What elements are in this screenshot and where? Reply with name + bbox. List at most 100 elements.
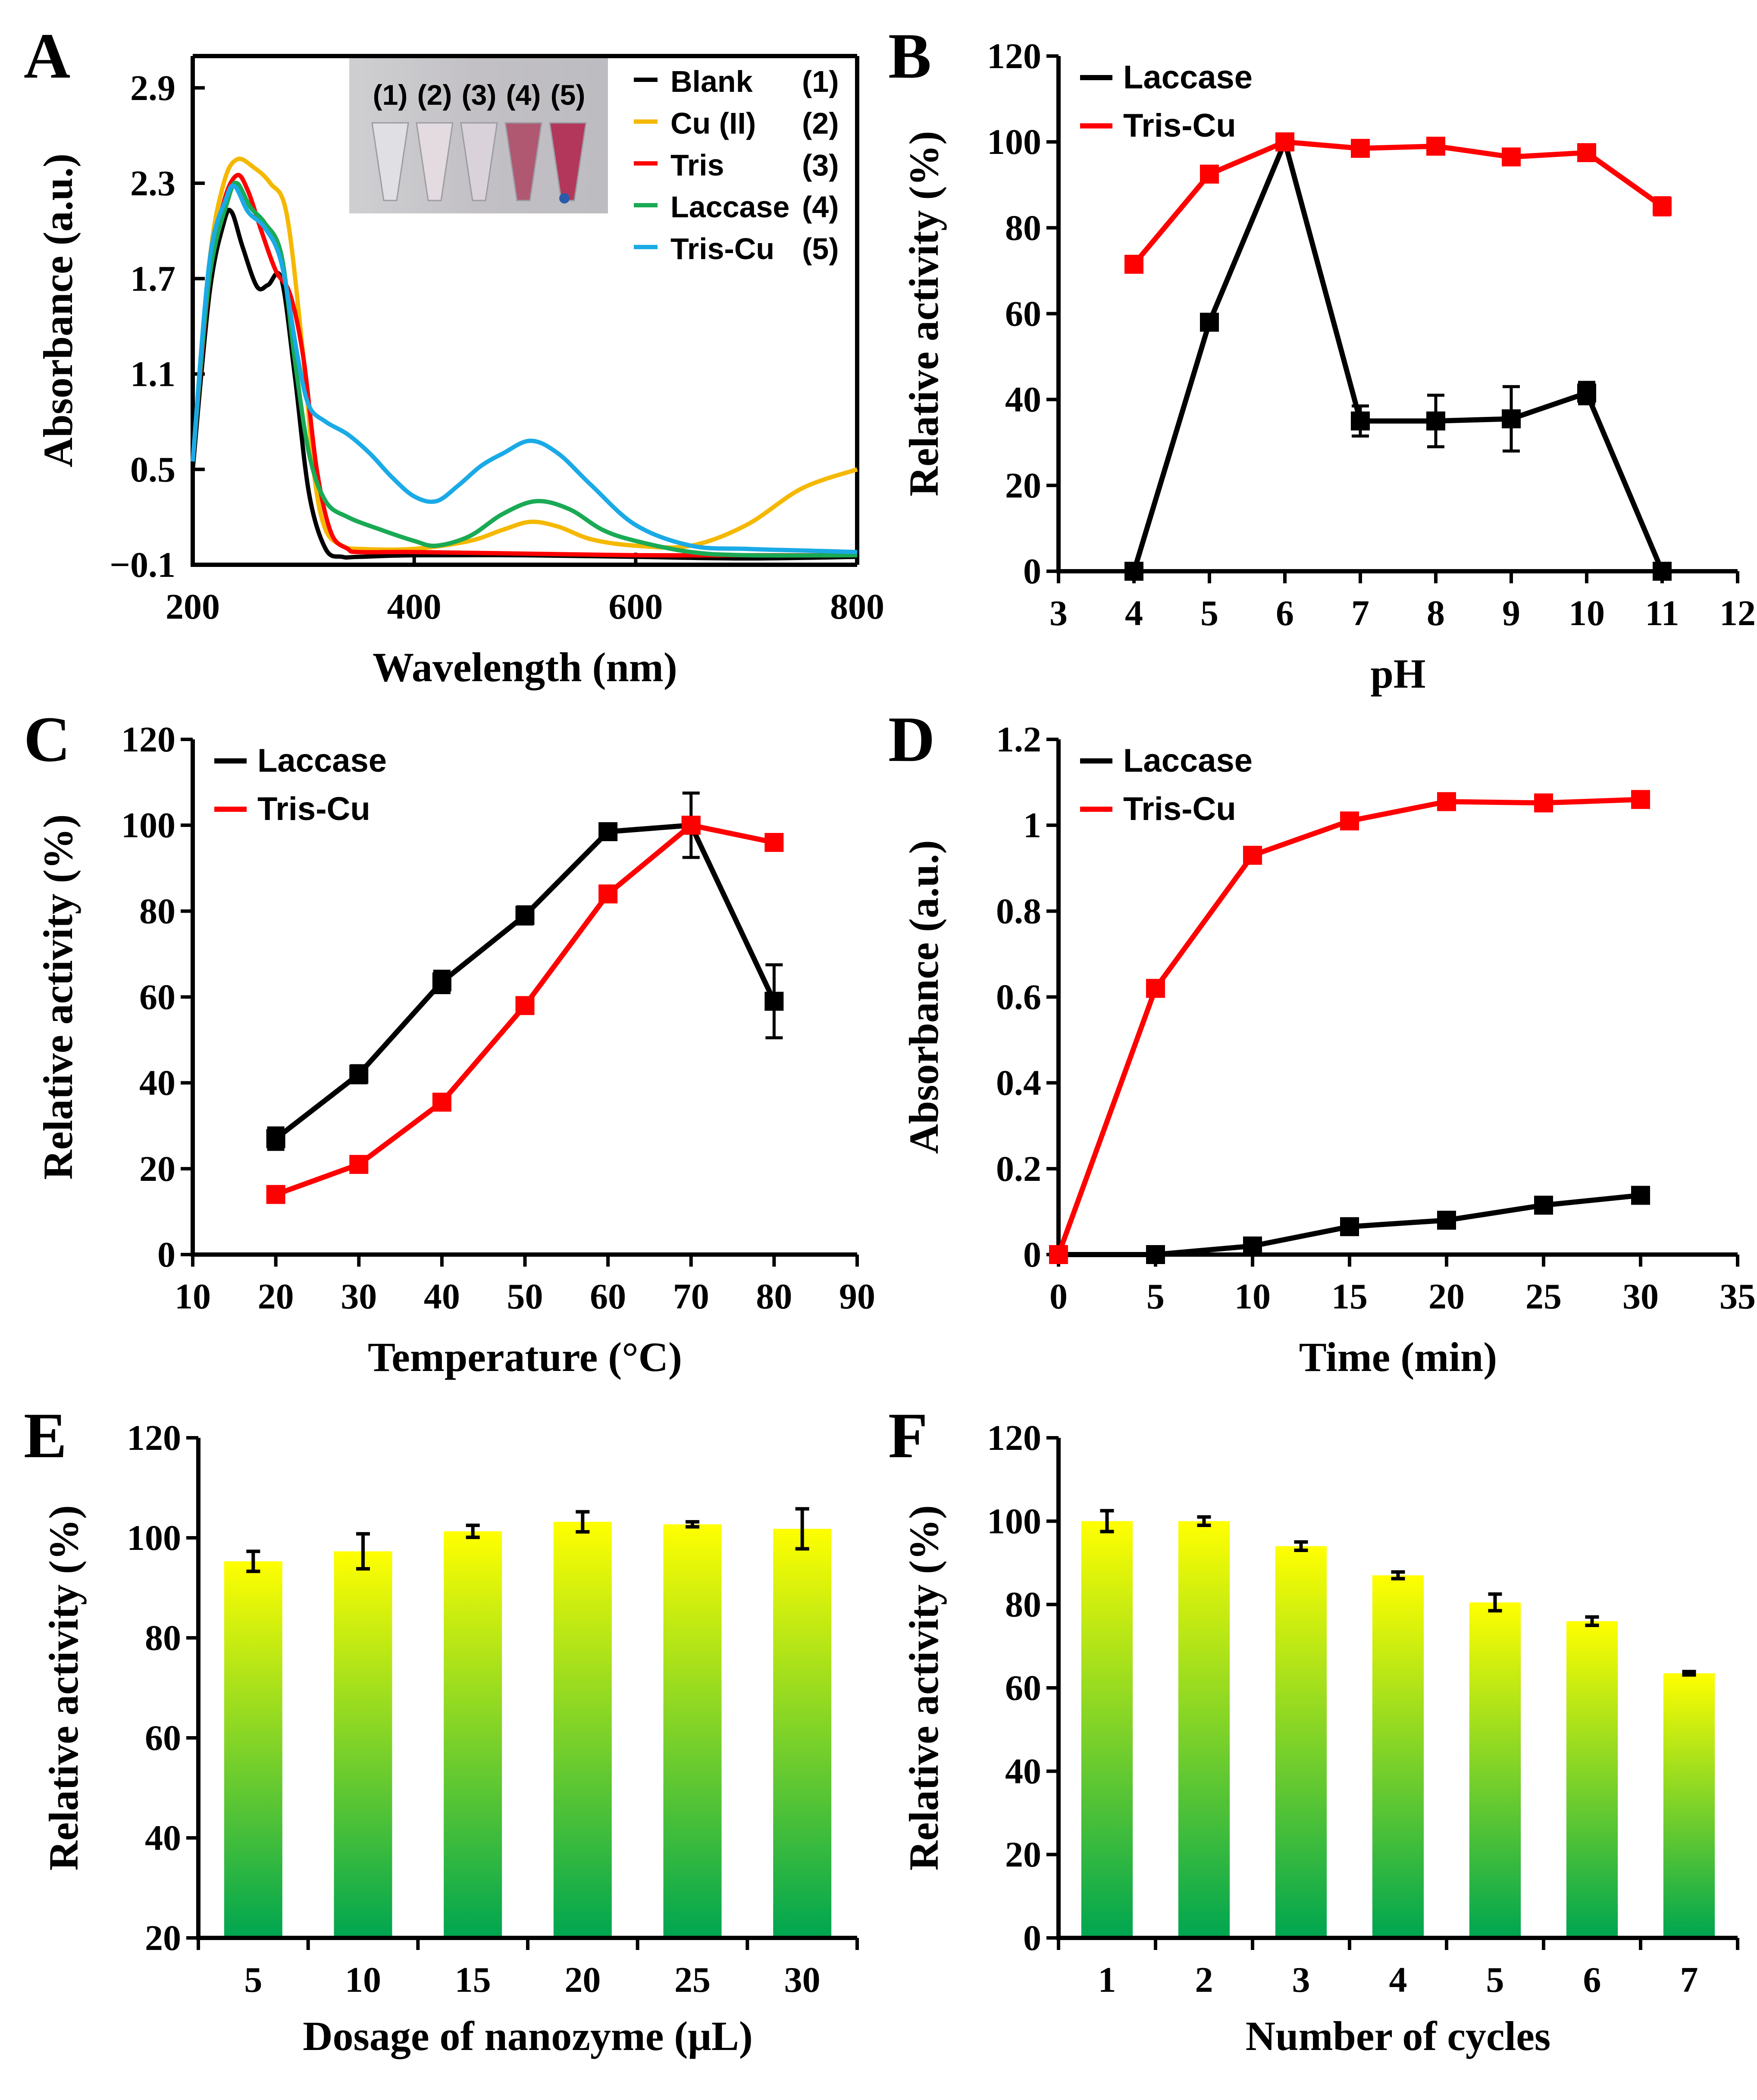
y-tick-label: 120 — [987, 36, 1041, 76]
panel-e: 20 40 60 80 100 120 5 10 15 20 25 30 Dosage of nanoz… — [24, 1400, 859, 2059]
legend-tag: (2) — [802, 106, 839, 140]
x-tick-label: 60 — [590, 1277, 626, 1317]
x-tick-label: 5 — [1486, 1960, 1504, 2000]
x-tick-label: 20 — [1428, 1277, 1465, 1317]
y-tick-label: 60 — [145, 1718, 181, 1758]
panel-c: 0 20 40 60 80 100 120 10 20 30 40 50 60 70 80 90 Tempera… — [24, 704, 875, 1380]
legend-label: Laccase — [670, 190, 789, 224]
data-point — [1426, 137, 1445, 156]
x-tick-label: 5 — [244, 1960, 262, 2000]
x-tick-label: 5 — [1146, 1277, 1165, 1317]
y-tick-label: 80 — [1005, 1585, 1041, 1625]
x-tick-label: 15 — [1331, 1277, 1368, 1317]
x-tick-label: 80 — [756, 1277, 792, 1317]
x-tick-label: 20 — [564, 1960, 601, 2000]
x-tick-label: 7 — [1351, 593, 1369, 633]
data-point — [349, 1155, 369, 1174]
y-tick-label: 20 — [145, 1918, 181, 1958]
x-tick-label: 2 — [1195, 1960, 1213, 2000]
x-tick-label: 30 — [341, 1277, 377, 1317]
bar — [1469, 1602, 1521, 1936]
panel-letter: E — [24, 1400, 67, 1471]
series-line-tris-cu — [191, 183, 858, 554]
y-tick-label: 1.1 — [130, 354, 175, 394]
data-point — [1146, 1245, 1165, 1264]
data-point — [764, 833, 784, 852]
legend-label: Tris-Cu — [1123, 791, 1236, 827]
bar — [1566, 1621, 1618, 1936]
bar — [334, 1551, 392, 1936]
y-tick-label: 40 — [145, 1818, 181, 1858]
y-axis-label: Relative activity (%) — [35, 814, 81, 1180]
legend-tag: (1) — [802, 65, 839, 98]
x-tick-label: 200 — [166, 587, 220, 627]
x-tick-label: 11 — [1645, 593, 1679, 633]
x-tick-label: 8 — [1427, 593, 1445, 633]
inset-label: (3) — [462, 79, 497, 111]
data-point — [1275, 132, 1294, 152]
panel-letter: D — [888, 704, 935, 775]
x-tick-label: 6 — [1276, 593, 1294, 633]
y-tick-label: 2.9 — [130, 68, 175, 108]
data-point — [681, 816, 701, 835]
x-axis-label: pH — [1370, 651, 1425, 697]
y-tick-label: 80 — [145, 1618, 181, 1658]
y-axis-label: Relative activity (%) — [901, 131, 947, 497]
data-point — [1577, 383, 1596, 403]
y-tick-label: 0.2 — [996, 1149, 1041, 1189]
y-tick-label: 1 — [1023, 805, 1041, 845]
x-tick-label: 50 — [507, 1277, 543, 1317]
data-point — [515, 996, 535, 1015]
inset-tube — [504, 122, 542, 201]
series-line-tris-cu — [1056, 797, 1641, 1256]
data-point — [1340, 811, 1359, 831]
panel-a: −0.1 0.5 1.1 1.7 2.3 2.9 200 400 600 800 Wavelengt… — [24, 20, 884, 690]
bar — [444, 1531, 502, 1936]
series-line-laccase — [274, 823, 777, 1141]
data-point — [1437, 1211, 1456, 1230]
legend-label: Tris-Cu — [1123, 107, 1236, 144]
legend-label: Laccase — [257, 742, 387, 779]
legend-label: Tris-Cu — [257, 791, 370, 827]
y-tick-label: 100 — [127, 1518, 181, 1558]
y-tick-label: 0 — [1023, 1235, 1041, 1275]
legend-label: Laccase — [1123, 59, 1253, 96]
legend-tag: (3) — [802, 148, 839, 182]
x-tick-label: 4 — [1125, 593, 1143, 633]
panel-b: 0 20 40 60 80 100 120 3 4 5 6 7 8 9 10 11 12 pH Relative a… — [888, 20, 1756, 697]
data-point — [1631, 790, 1650, 809]
y-tick-label: 40 — [139, 1063, 175, 1103]
x-tick-label: 15 — [455, 1960, 491, 2000]
x-tick-label: 10 — [345, 1960, 381, 2000]
y-tick-label: 0.4 — [996, 1063, 1041, 1103]
y-tick-label: 100 — [987, 1501, 1041, 1541]
data-point — [1631, 1186, 1650, 1205]
x-tick-label: 5 — [1200, 593, 1218, 633]
inset-label: (1) — [373, 79, 408, 111]
series-layer — [1049, 790, 1650, 1264]
y-tick-label: 120 — [987, 1418, 1041, 1458]
x-tick-label: 30 — [784, 1960, 821, 2000]
x-tick-label: 4 — [1389, 1960, 1407, 2000]
data-point — [1200, 313, 1219, 332]
panel-letter: B — [888, 20, 931, 92]
y-tick-label: 120 — [121, 720, 175, 760]
panel-letter: F — [888, 1400, 928, 1471]
legend-tag: (4) — [802, 190, 839, 224]
inset-tube — [371, 122, 409, 201]
data-point — [1124, 254, 1143, 274]
y-tick-label: 20 — [1005, 466, 1041, 506]
y-tick-label: 80 — [139, 891, 175, 931]
x-axis-label: Temperature (°C) — [368, 1334, 682, 1380]
legend-label: Laccase — [1123, 742, 1253, 779]
data-point — [764, 992, 784, 1011]
bar — [1081, 1521, 1133, 1936]
bar — [1178, 1521, 1230, 1936]
y-tick-label: 40 — [1005, 1751, 1041, 1791]
x-tick-label: 3 — [1292, 1960, 1310, 2000]
y-tick-label: 40 — [1005, 380, 1041, 420]
data-point — [1577, 143, 1596, 163]
y-tick-label: 100 — [987, 122, 1041, 162]
x-tick-label: 6 — [1583, 1960, 1601, 2000]
